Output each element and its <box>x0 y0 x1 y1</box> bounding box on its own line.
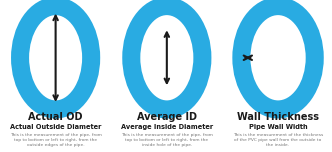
Text: Wall Thickness: Wall Thickness <box>237 112 319 122</box>
Text: This is the measurement of the pipe, from
top to bottom or left to right, from t: This is the measurement of the pipe, fro… <box>121 133 213 147</box>
Text: Actual OD: Actual OD <box>28 112 83 122</box>
Text: This is the measurement of the thickness
of the PVC pipe wall from the outside t: This is the measurement of the thickness… <box>233 133 323 147</box>
Text: This is the measurement of the pipe, from
top to bottom or left to right, from t: This is the measurement of the pipe, fro… <box>10 133 102 147</box>
Circle shape <box>130 5 204 111</box>
Text: Pipe Wall Width: Pipe Wall Width <box>249 124 307 130</box>
Circle shape <box>240 5 316 111</box>
Text: Average Inside Diameter: Average Inside Diameter <box>121 124 213 130</box>
Text: Actual Outside Diameter: Actual Outside Diameter <box>10 124 101 130</box>
Circle shape <box>19 5 92 111</box>
Text: Average ID: Average ID <box>137 112 197 122</box>
